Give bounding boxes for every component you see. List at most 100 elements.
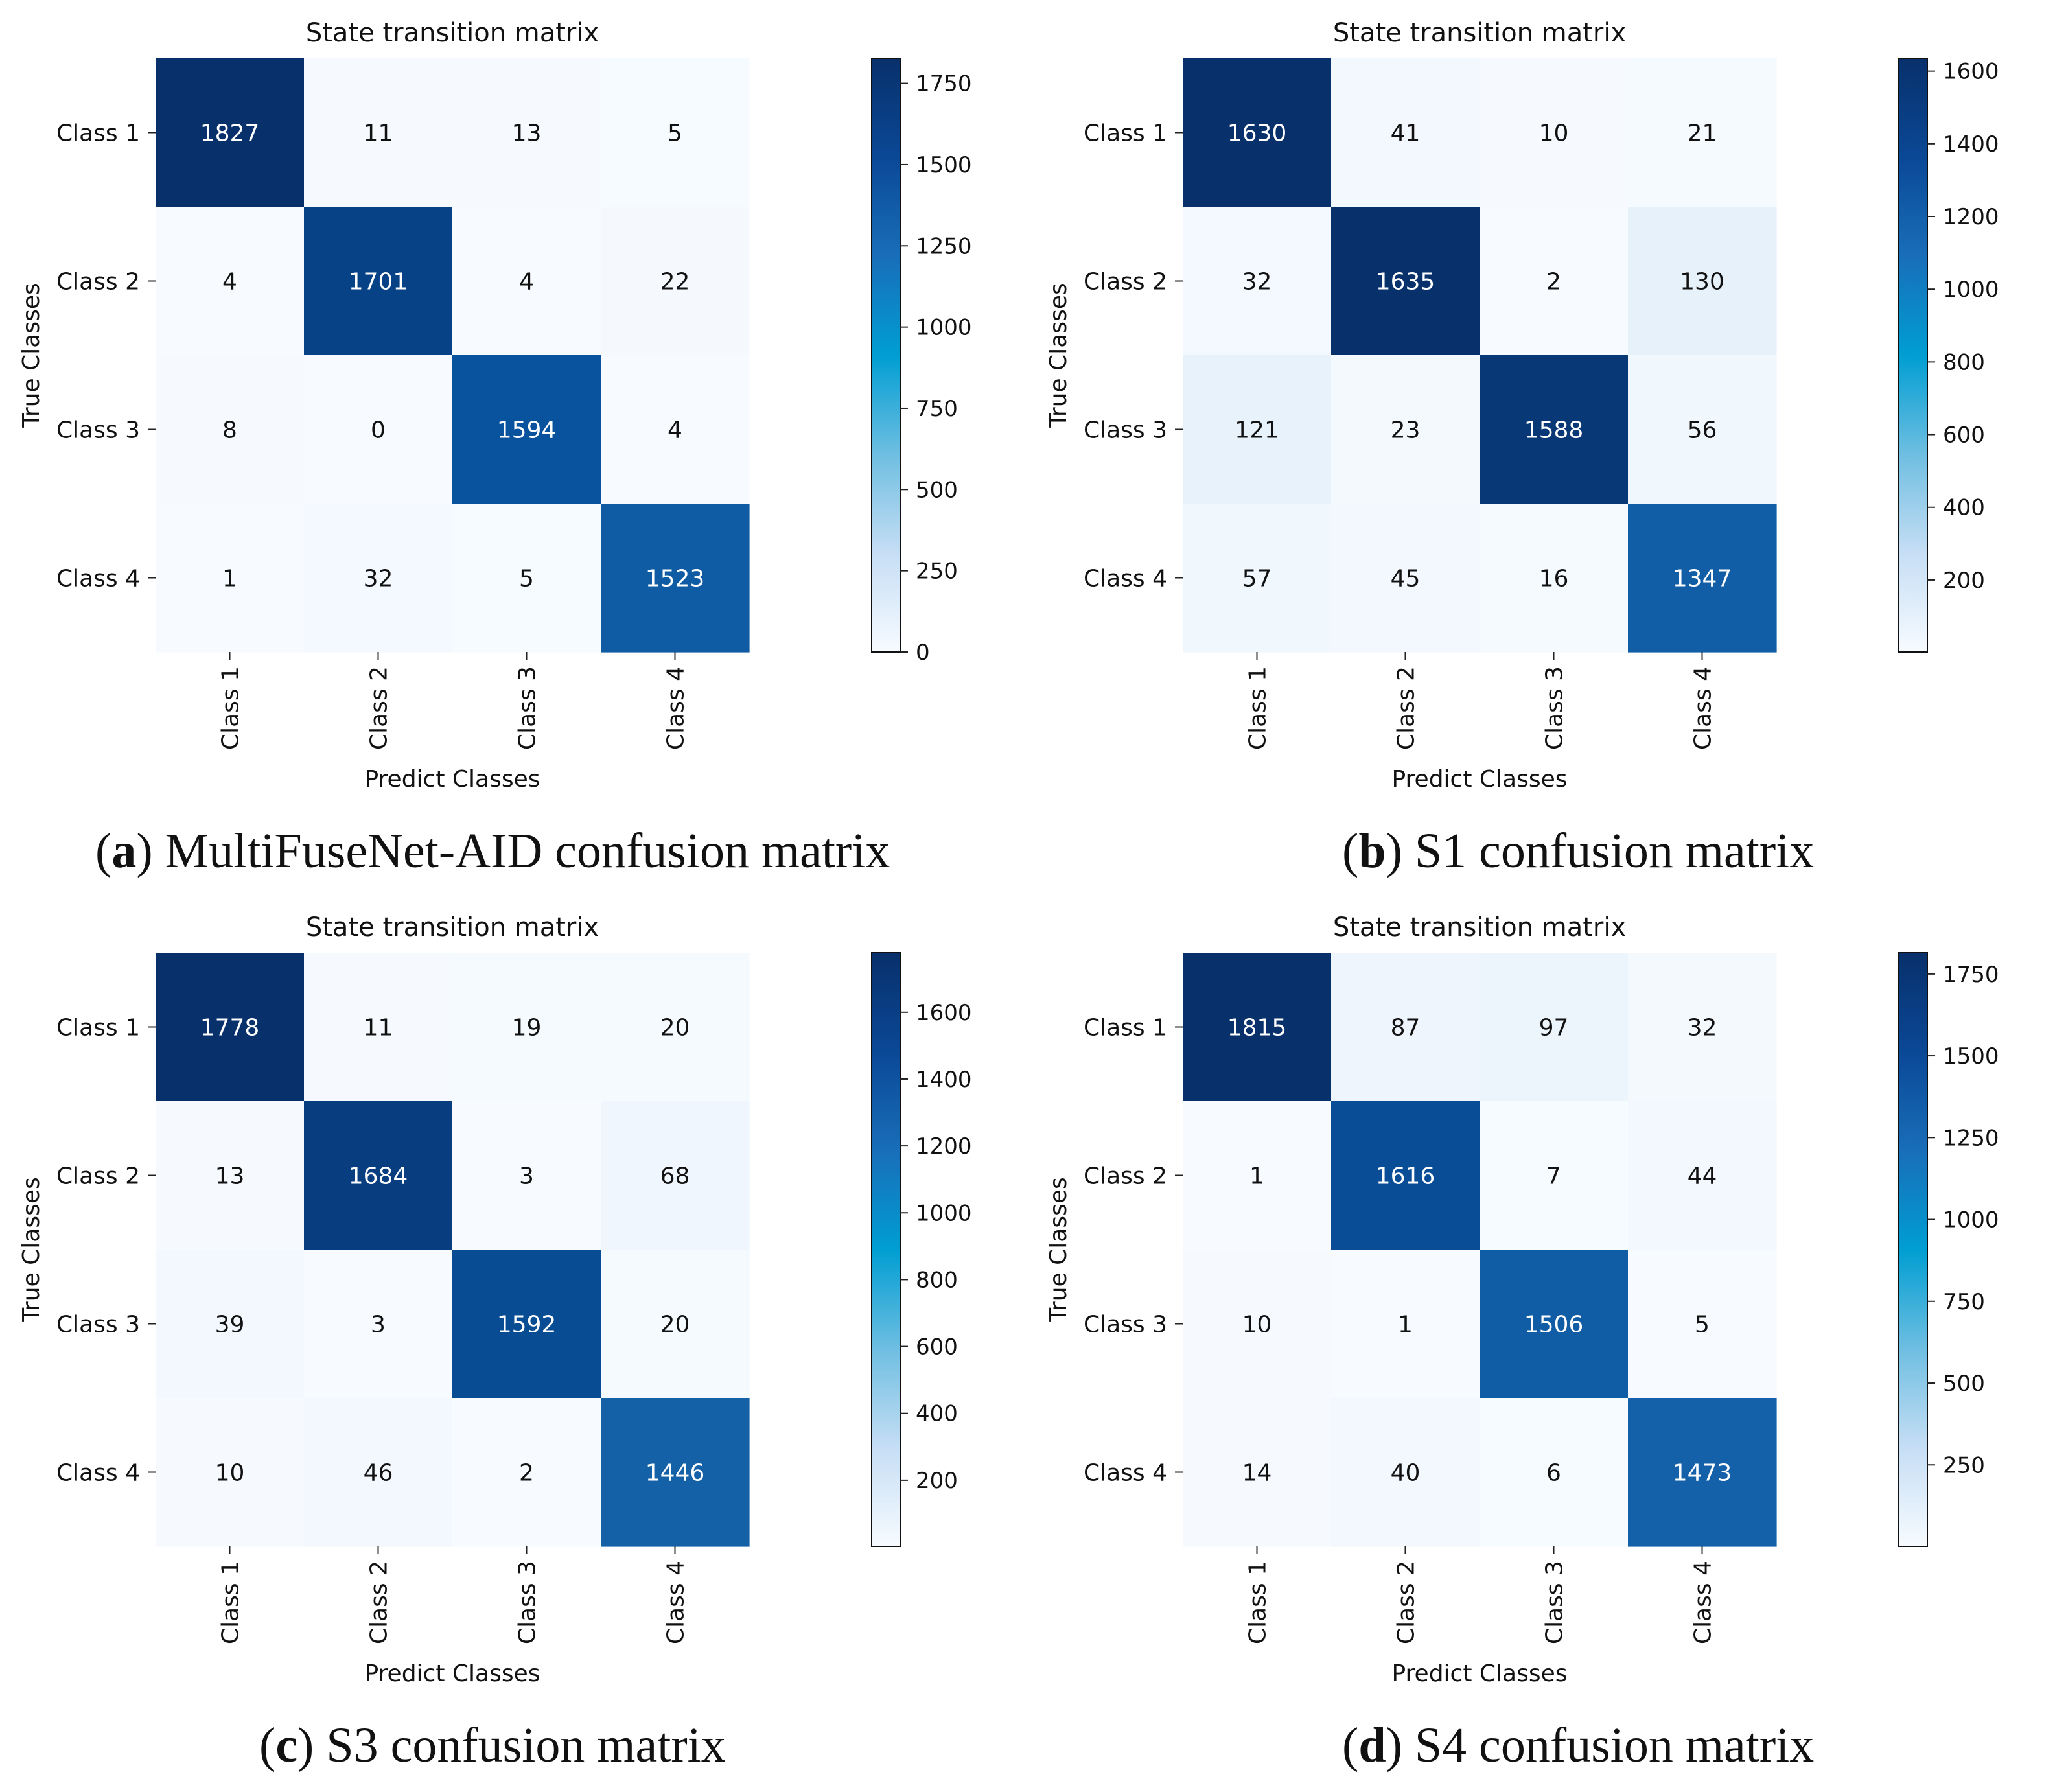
heatmap-cell — [304, 58, 453, 207]
heatmap-cell — [1183, 1250, 1332, 1399]
y-tick-label: Class 3 — [1084, 1312, 1167, 1338]
y-tick-label: Class 4 — [1084, 1460, 1167, 1487]
heatmap-cell — [452, 355, 601, 504]
x-tick-label: Class 4 — [1690, 1561, 1717, 1644]
chart-title: State transition matrix — [306, 18, 599, 48]
heatmap-cell — [1628, 1101, 1777, 1250]
heatmap-chart: State transition matrix 1827 11 13 5 4 1701 4 22… — [18, 18, 972, 793]
heatmap-cell — [1331, 207, 1480, 356]
heatmap-cell — [601, 1398, 750, 1547]
heatmap-cell — [156, 1398, 305, 1547]
cell-value-label: 1 — [222, 566, 237, 592]
heatmap-cell — [1331, 504, 1480, 653]
colorbar-tick-label: 200 — [916, 1468, 958, 1494]
heatmap-cell — [1628, 355, 1777, 504]
colorbar-tick-label: 400 — [916, 1401, 958, 1427]
cell-value-label: 11 — [364, 121, 393, 147]
cell-value-label: 1815 — [1227, 1015, 1287, 1041]
cell-value-label: 1506 — [1524, 1312, 1584, 1338]
heatmap-chart: State transition matrix 1778 11 19 20 13 1684 3… — [18, 913, 972, 1687]
heatmap-cells — [156, 58, 750, 653]
heatmap-cell — [156, 1250, 305, 1399]
colorbar-tick-label: 200 — [1943, 568, 1985, 594]
y-axis-label: True Classes — [1045, 1177, 1072, 1323]
cell-value-label: 46 — [364, 1460, 393, 1487]
cell-value-label: 1347 — [1673, 566, 1732, 592]
colorbar-tick-label: 600 — [1943, 423, 1985, 448]
cell-value-label: 87 — [1391, 1015, 1421, 1041]
colorbar-tick-label: 1250 — [916, 233, 972, 259]
cell-value-label: 13 — [512, 121, 542, 147]
heatmap-cell — [156, 58, 305, 207]
x-tick-label: Class 4 — [663, 666, 690, 750]
cell-value-label: 1588 — [1524, 417, 1584, 444]
heatmap-cell — [1183, 504, 1332, 653]
heatmap-cell — [452, 207, 601, 356]
heatmap-cells — [1183, 953, 1777, 1547]
cell-value-label: 57 — [1242, 566, 1272, 592]
panel-caption: (b) S1 confusion matrix — [1342, 824, 1815, 878]
y-tick-label: Class 1 — [1084, 1015, 1167, 1041]
heatmap-cell — [1480, 504, 1629, 653]
cell-value-label: 1 — [1398, 1312, 1413, 1338]
cell-value-label: 1473 — [1673, 1460, 1732, 1487]
colorbar-tick-label: 1200 — [1943, 204, 1999, 230]
heatmap-cell — [1331, 953, 1480, 1102]
cell-value-label: 5 — [668, 121, 682, 147]
x-tick-label: Class 1 — [1245, 666, 1271, 750]
cell-value-label: 2 — [1546, 269, 1561, 296]
heatmap-cell — [452, 504, 601, 653]
heatmap-cell — [1628, 1250, 1777, 1399]
y-axis-label: True Classes — [18, 1177, 45, 1323]
panel-a: State transition matrix 1827 11 13 5 4 1701 4 22… — [0, 0, 1027, 894]
heatmap-cell — [304, 1398, 453, 1547]
x-tick-label: Class 3 — [515, 666, 541, 750]
heatmap-cell — [601, 504, 750, 653]
x-axis-label: Predict Classes — [364, 1660, 540, 1687]
cell-value-label: 1701 — [349, 269, 408, 296]
caption-letter: d — [1358, 1718, 1386, 1773]
x-tick-label: Class 4 — [1690, 666, 1717, 750]
x-tick-label: Class 1 — [218, 1561, 244, 1644]
cell-value-label: 0 — [371, 417, 386, 444]
heatmap-cell — [601, 355, 750, 504]
caption-letter: a — [111, 824, 137, 878]
colorbar-tick-label: 1400 — [916, 1067, 972, 1093]
colorbar-tick-label: 1000 — [916, 315, 972, 341]
colorbar-tick-label: 1000 — [916, 1200, 972, 1226]
cell-value-label: 3 — [519, 1163, 534, 1190]
panel-c: State transition matrix 1778 11 19 20 13 1684 3… — [0, 894, 1027, 1792]
heatmap-cell — [1628, 207, 1777, 356]
heatmap-cell — [601, 207, 750, 356]
x-tick-label: Class 3 — [515, 1561, 541, 1644]
heatmap-cell — [601, 1101, 750, 1250]
colorbar-tick-label: 750 — [916, 396, 958, 422]
colorbar-tick-label: 1500 — [1943, 1043, 1999, 1069]
heatmap-cell — [1628, 58, 1777, 207]
heatmap-cells — [1183, 58, 1777, 653]
colorbar-tick-label: 800 — [916, 1267, 958, 1293]
cell-value-label: 32 — [1242, 269, 1272, 296]
cell-value-label: 10 — [1539, 121, 1569, 147]
x-tick-label: Class 1 — [1245, 1561, 1271, 1644]
colorbar-tick-label: 1500 — [916, 152, 972, 178]
heatmap-cell — [304, 355, 453, 504]
cell-value-label: 23 — [1391, 417, 1421, 444]
y-tick-label: Class 3 — [56, 1312, 140, 1338]
heatmap-cell — [1480, 953, 1629, 1102]
x-axis-label: Predict Classes — [364, 766, 540, 793]
y-axis-label: True Classes — [1045, 283, 1072, 428]
cell-value-label: 1523 — [645, 566, 705, 592]
x-tick-label: Class 4 — [663, 1561, 690, 1644]
colorbar-tick-label: 1600 — [1943, 59, 1999, 85]
cell-value-label: 40 — [1391, 1460, 1421, 1487]
cell-value-label: 1635 — [1376, 269, 1435, 296]
heatmap-cell — [1183, 207, 1332, 356]
panel-caption: (c) S3 confusion matrix — [259, 1718, 726, 1773]
cell-value-label: 11 — [364, 1015, 393, 1041]
cell-value-label: 14 — [1242, 1460, 1272, 1487]
chart-title: State transition matrix — [1333, 18, 1626, 48]
heatmap-chart: State transition matrix 1630 41 10 21 32 1635 2… — [1045, 18, 1999, 793]
x-axis-label: Predict Classes — [1391, 1660, 1567, 1687]
caption-text: ) S3 confusion matrix — [297, 1718, 726, 1773]
